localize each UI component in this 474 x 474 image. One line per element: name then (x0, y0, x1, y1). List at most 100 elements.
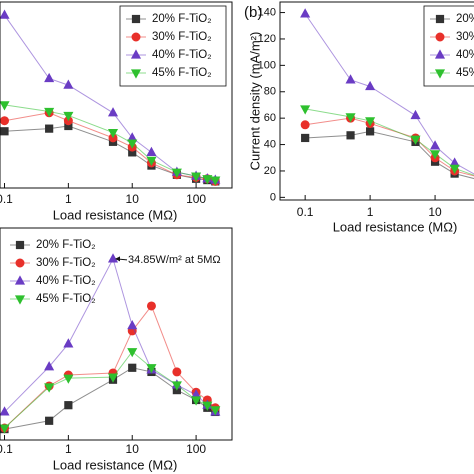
marker (191, 396, 202, 406)
x-tick-label: 0.1 (0, 442, 13, 456)
marker (300, 120, 310, 130)
legend-marker (435, 32, 445, 42)
y-tick-label: 40 (264, 138, 276, 150)
y-tick-label: 140 (258, 6, 276, 18)
marker (44, 361, 55, 371)
marker (63, 79, 74, 89)
legend-marker (131, 32, 141, 42)
marker (63, 338, 74, 348)
legend-label: 20% F-TiO₂ (152, 13, 212, 25)
marker (107, 107, 119, 117)
legend-label: 45% F-TiO₂ (456, 67, 474, 79)
plot-area (0, 9, 221, 186)
marker (202, 401, 213, 411)
legend-label: 45% F-TiO₂ (152, 67, 212, 79)
marker (127, 320, 138, 330)
marker (44, 107, 55, 118)
x-tick-label: 1 (367, 205, 374, 219)
marker (300, 8, 311, 18)
marker (210, 176, 221, 186)
legend-label: 20% F-TiO₂ (36, 239, 96, 251)
marker (64, 401, 73, 410)
legend-marker (14, 275, 26, 285)
legend-label: 40% F-TiO₂ (456, 49, 474, 61)
marker (365, 117, 376, 127)
marker (44, 72, 55, 83)
marker (0, 406, 10, 416)
marker (0, 101, 10, 111)
legend-label: 45% F-TiO₂ (36, 293, 96, 305)
x-axis-label: Load resistance (MΩ) (53, 457, 178, 472)
marker (430, 150, 441, 160)
plot-area (300, 8, 474, 180)
annotation: 34.85W/m² at 5MΩ (128, 254, 221, 266)
legend-label: 30% F-TiO₂ (152, 31, 212, 43)
plot-frame (0, 227, 233, 441)
marker (449, 164, 460, 174)
panel-label: (b) (244, 4, 262, 21)
legend-label: 20% F-TiO₂ (456, 13, 474, 25)
series-line (305, 108, 474, 176)
legend-marker (15, 240, 25, 250)
marker (128, 363, 137, 372)
marker (0, 116, 10, 126)
legend-label: 30% F-TiO₂ (456, 31, 474, 43)
y-tick-label: 120 (258, 33, 276, 45)
marker (366, 127, 375, 136)
plot-area (0, 253, 221, 434)
y-tick-label: 20 (264, 165, 276, 177)
y-tick-label: 0 (270, 191, 276, 203)
legend-label: 40% F-TiO₂ (36, 275, 96, 287)
series-line (4, 257, 216, 413)
x-axis-label: Load resistance (MΩ) (333, 219, 458, 234)
marker (191, 172, 202, 182)
marker (346, 131, 355, 140)
x-axis-label: Load resistance (MΩ) (53, 207, 178, 222)
x-tick-label: 0.1 (297, 205, 314, 219)
legend-marker (131, 14, 141, 24)
y-tick-label: 100 (258, 59, 276, 71)
marker (44, 383, 55, 393)
x-tick-label: 1 (65, 192, 72, 206)
marker (171, 381, 182, 391)
marker (63, 111, 74, 122)
series-line (4, 350, 216, 429)
series-line (4, 112, 216, 182)
marker (410, 109, 421, 120)
marker (127, 139, 138, 149)
marker (202, 175, 213, 185)
marker (63, 374, 74, 384)
x-tick-label: 100 (186, 442, 206, 456)
series-line (4, 367, 216, 430)
series-line (304, 13, 474, 175)
marker (127, 348, 138, 358)
arrow-head (115, 256, 121, 262)
x-tick-label: 10 (126, 192, 140, 206)
marker (430, 140, 441, 150)
marker (107, 253, 119, 263)
marker (45, 124, 54, 133)
marker (345, 113, 356, 123)
marker (410, 135, 421, 145)
series-line (4, 125, 216, 182)
marker (146, 156, 157, 166)
marker (0, 127, 9, 136)
plot-frame (0, 1, 233, 189)
marker (171, 168, 182, 178)
legend-label: 30% F-TiO₂ (36, 257, 96, 269)
marker (210, 406, 221, 416)
series-line (305, 130, 474, 180)
series-line (305, 117, 474, 177)
marker (300, 105, 311, 115)
legend-marker (434, 49, 446, 59)
series-line (4, 104, 216, 181)
y-tick-label: 80 (264, 86, 276, 98)
x-tick-label: 1 (65, 442, 72, 456)
marker (45, 416, 54, 425)
x-tick-label: 0.1 (0, 192, 13, 206)
marker (0, 424, 10, 434)
y-axis-label: Current density (mA/m²) (247, 32, 262, 171)
legend-marker (435, 14, 445, 24)
